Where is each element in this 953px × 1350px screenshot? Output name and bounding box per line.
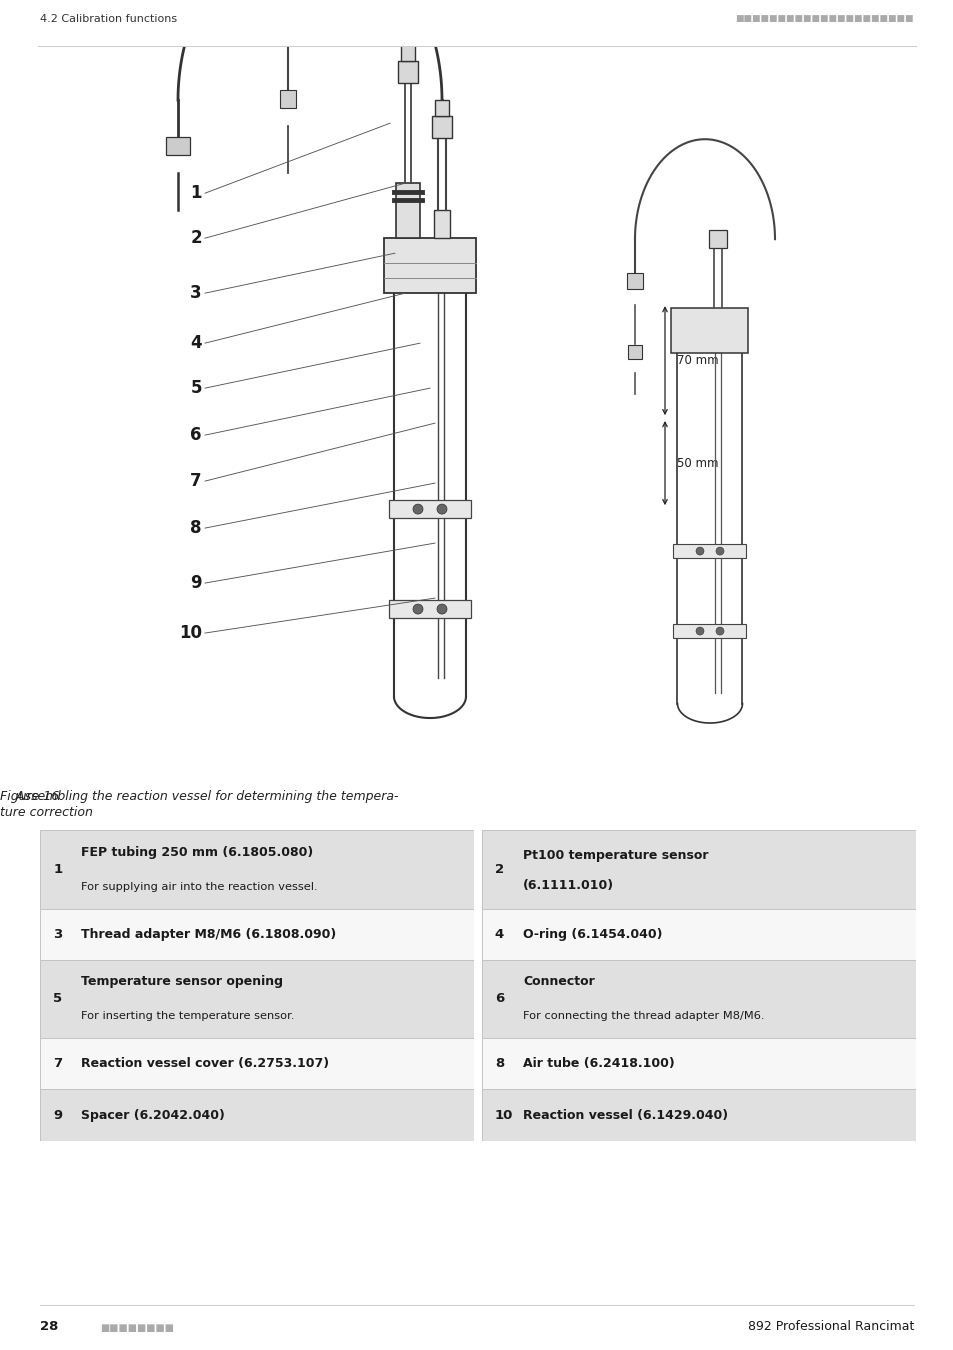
Bar [708,231,726,248]
Bar [397,61,417,84]
Text: Temperature sensor opening: Temperature sensor opening [81,975,283,988]
Text: 10: 10 [179,624,202,643]
Circle shape [436,504,447,514]
Text: 892 Professional Rancimat: 892 Professional Rancimat [747,1320,913,1334]
Bar [671,308,748,354]
Text: Assembling the reaction vessel for determining the tempera-: Assembling the reaction vessel for deter… [0,790,398,803]
Circle shape [413,603,422,614]
Text: Reaction vessel (6.1429.040): Reaction vessel (6.1429.040) [522,1108,727,1122]
Bar [434,211,450,238]
Circle shape [696,626,703,634]
Bar [673,624,745,639]
Text: 4: 4 [495,927,503,941]
Text: 1: 1 [191,184,202,202]
Bar [400,43,415,61]
Text: ■■■■■■■■■■■■■■■■■■■■■: ■■■■■■■■■■■■■■■■■■■■■ [735,15,913,23]
Text: For connecting the thread adapter M8/M6.: For connecting the thread adapter M8/M6. [522,1011,763,1021]
Text: 4.2 Calibration functions: 4.2 Calibration functions [40,14,177,24]
Circle shape [716,626,723,634]
Text: Figure 16: Figure 16 [0,790,60,803]
Text: (6.1111.010): (6.1111.010) [522,879,614,891]
Text: 9: 9 [53,1108,62,1122]
Text: 50 mm: 50 mm [677,456,718,470]
Text: 1: 1 [53,863,62,876]
Text: Reaction vessel cover (6.2753.107): Reaction vessel cover (6.2753.107) [81,1057,329,1071]
Text: For supplying air into the reaction vessel.: For supplying air into the reaction vess… [81,882,317,891]
Text: ture correction: ture correction [0,806,93,819]
Text: 8: 8 [495,1057,503,1071]
Text: ■■■■■■■■: ■■■■■■■■ [100,1323,174,1334]
Text: 2: 2 [495,863,503,876]
Circle shape [436,603,447,614]
Text: Pt100 temperature sensor: Pt100 temperature sensor [522,849,708,861]
Text: 5: 5 [191,379,202,397]
Text: FEP tubing 250 mm (6.1805.080): FEP tubing 250 mm (6.1805.080) [81,845,314,859]
Text: 10: 10 [495,1108,513,1122]
Bar [626,273,642,289]
Text: 7: 7 [53,1057,62,1071]
Circle shape [696,547,703,555]
Text: 7: 7 [191,472,202,490]
Text: 3: 3 [53,927,62,941]
Text: 28: 28 [40,1320,58,1334]
Text: For inserting the temperature sensor.: For inserting the temperature sensor. [81,1011,294,1021]
Text: Air tube (6.2418.100): Air tube (6.2418.100) [522,1057,674,1071]
Text: 9: 9 [191,574,202,593]
Text: 5: 5 [53,992,62,1006]
Text: O-ring (6.1454.040): O-ring (6.1454.040) [522,927,661,941]
Circle shape [716,547,723,555]
Circle shape [413,504,422,514]
Bar [432,116,452,138]
Text: 4: 4 [191,335,202,352]
Bar [627,346,641,359]
Bar [166,138,190,155]
Bar [673,544,745,558]
Bar [384,238,476,293]
Bar [389,599,471,618]
Text: 6: 6 [191,427,202,444]
Text: 70 mm: 70 mm [677,354,718,367]
Text: 6: 6 [495,992,503,1006]
Text: Spacer (6.2042.040): Spacer (6.2042.040) [81,1108,225,1122]
Text: 8: 8 [191,520,202,537]
Text: Connector: Connector [522,975,594,988]
Text: Thread adapter M8/M6 (6.1808.090): Thread adapter M8/M6 (6.1808.090) [81,927,336,941]
Bar [389,500,471,518]
Text: 3: 3 [191,284,202,302]
Bar [280,90,295,108]
Text: 2: 2 [191,230,202,247]
Bar [435,100,449,116]
Bar [395,184,419,238]
